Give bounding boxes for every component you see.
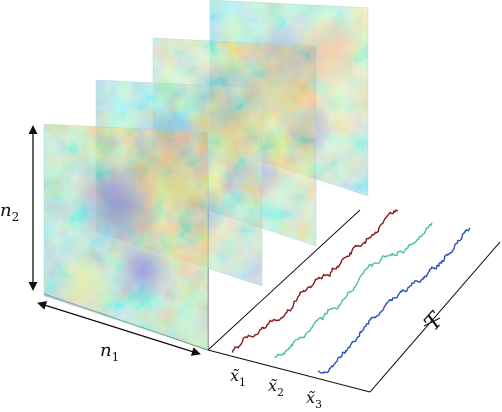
- n2-axis: n2: [0, 125, 38, 291]
- x3-label: x̃3: [306, 388, 322, 411]
- x1-label: x̃1: [230, 366, 246, 389]
- tensor-slice-4: [43, 123, 209, 351]
- t-tick: [423, 317, 441, 327]
- n1-axis: n1: [37, 301, 201, 364]
- series-x1-line: [231, 209, 399, 353]
- t-label: T: [420, 307, 450, 336]
- series-x2-line: [274, 222, 433, 358]
- series-x3-line: [317, 227, 471, 374]
- x2-label: x̃2: [268, 376, 284, 399]
- time-series-group: [231, 209, 471, 374]
- n2-label: n2: [0, 200, 19, 224]
- n1-label: n1: [100, 340, 119, 364]
- tensor-slices: [43, 0, 369, 351]
